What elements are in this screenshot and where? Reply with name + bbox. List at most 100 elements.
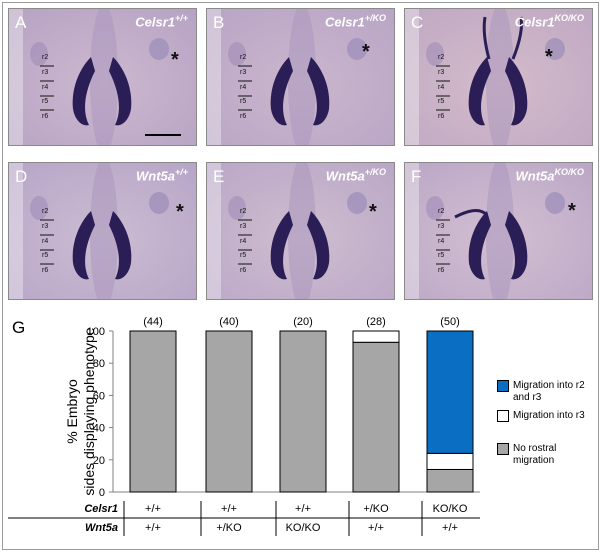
asterisk-marker: * [362, 41, 370, 63]
embryo-image [207, 163, 394, 299]
panel-letter: F [411, 167, 422, 186]
genotype-cell: KO/KO [285, 522, 321, 534]
otic-region-right [347, 192, 367, 214]
segment-label-r4: r4 [240, 238, 247, 245]
legend-label: Migration into r2 and r3 [513, 380, 585, 403]
stain-stream-left [270, 57, 293, 126]
genotype-superscript: +/KO [364, 13, 386, 23]
edge-highlight [9, 163, 23, 299]
stain-stream-left [72, 211, 95, 280]
segment-label-r6: r6 [240, 113, 247, 120]
genotype-superscript: +/+ [174, 167, 188, 177]
segment-label-r2: r2 [240, 54, 247, 61]
segment-label-r2: r2 [42, 208, 49, 215]
segment-label-r6: r6 [438, 267, 445, 274]
segment-label-r6: r6 [240, 267, 247, 274]
segment-label-r2: r2 [240, 208, 247, 215]
midline [90, 163, 118, 299]
panel-b: r2 r3 r4 r5 r6 B Celsr1+/KO * [206, 8, 395, 146]
edge-highlight [9, 9, 23, 145]
edge-highlight [207, 163, 221, 299]
otic-region-right [545, 192, 565, 214]
legend-swatch [497, 380, 509, 392]
segment-label-r5: r5 [42, 98, 49, 105]
segment-label-r4: r4 [438, 84, 445, 91]
genotype-row-label: Wnt5a [85, 522, 118, 534]
edge-highlight [405, 9, 419, 145]
genotype-superscript: KO/KO [554, 13, 584, 23]
asterisk-marker: * [369, 201, 377, 223]
genotype-superscript: +/KO [364, 167, 386, 177]
rostral-stain-left [454, 209, 489, 219]
genotype-cell: +/KO [363, 503, 389, 515]
gene-name: Celsr1 [135, 14, 175, 30]
segment-label-r4: r4 [240, 84, 247, 91]
panel-genotype-label: Celsr1+/KO [325, 13, 386, 29]
asterisk-marker: * [176, 201, 184, 223]
segment-label-r5: r5 [240, 252, 247, 259]
panel-genotype-label: Wnt5a+/KO [326, 167, 386, 183]
segment-label-r6: r6 [42, 113, 49, 120]
asterisk-marker: * [171, 49, 179, 71]
genotype-superscript: KO/KO [554, 167, 584, 177]
scale-bar [145, 134, 181, 136]
gene-name: Celsr1 [324, 14, 365, 30]
legend-label: No rostral migration [513, 443, 557, 466]
segment-label-r4: r4 [42, 84, 49, 91]
genotype-cell: +/+ [221, 503, 237, 515]
legend-item: Migration into r3 [497, 410, 597, 422]
panel-c: r2 r3 r4 r5 r6 C Celsr1KO/KO * [404, 8, 593, 146]
otic-region-left [30, 196, 48, 220]
stain-stream-right [307, 57, 330, 126]
panel-letter: D [15, 167, 28, 186]
otic-region-right [545, 38, 565, 60]
genotype-cell: +/+ [145, 522, 161, 534]
segment-label-r5: r5 [42, 252, 49, 259]
stain-stream-right [109, 211, 132, 280]
stain-stream-right [109, 57, 132, 126]
genotype-cell: +/KO [216, 522, 242, 534]
figure-frame [2, 2, 599, 550]
genotype-cell: +/+ [145, 503, 161, 515]
panel-f: r2 r3 r4 r5 r6 F Wnt5aKO/KO * [404, 162, 593, 300]
rostral-stain-left [482, 16, 491, 60]
otic-region-right [149, 38, 169, 60]
otic-region-left [30, 42, 48, 66]
segment-label-r3: r3 [240, 69, 247, 76]
segment-label-r3: r3 [42, 69, 49, 76]
edge-highlight [207, 9, 221, 145]
panel-d: r2 r3 r4 r5 r6 D Wnt5a+/+ * [8, 162, 197, 300]
panel-letter: C [411, 13, 424, 32]
panel-a: r2 r3 r4 r5 r6 A Celsr1+/+ * [8, 8, 197, 146]
panel-genotype-label: Celsr1KO/KO [515, 13, 584, 29]
segment-label-r2: r2 [438, 208, 445, 215]
otic-region-left [426, 42, 444, 66]
segment-label-r6: r6 [438, 113, 445, 120]
genotype-cell: KO/KO [432, 503, 468, 515]
segment-label-r3: r3 [438, 69, 445, 76]
stain-stream-right [307, 211, 330, 280]
gene-name: Wnt5a [325, 168, 365, 184]
midline [288, 9, 316, 145]
embryo-image [207, 9, 394, 145]
legend-swatch [497, 410, 509, 422]
midline [486, 163, 514, 299]
stain-stream-left [468, 57, 491, 126]
segment-label-r4: r4 [438, 238, 445, 245]
midline [486, 9, 514, 145]
segment-label-r5: r5 [240, 98, 247, 105]
legend-label: Migration into r3 [513, 410, 585, 421]
segment-label-r3: r3 [438, 223, 445, 230]
asterisk-marker: * [545, 46, 553, 68]
segment-label-r3: r3 [240, 223, 247, 230]
genotype-cell: +/+ [295, 503, 311, 515]
embryo-image [9, 9, 196, 145]
segment-label-r3: r3 [42, 223, 49, 230]
embryo-image [405, 163, 592, 299]
panel-letter: A [15, 13, 27, 32]
segment-label-r4: r4 [42, 238, 49, 245]
stain-stream-right [505, 57, 528, 126]
embryo-image [9, 163, 196, 299]
panel-genotype-label: Celsr1+/+ [135, 13, 188, 29]
stain-stream-left [270, 211, 293, 280]
